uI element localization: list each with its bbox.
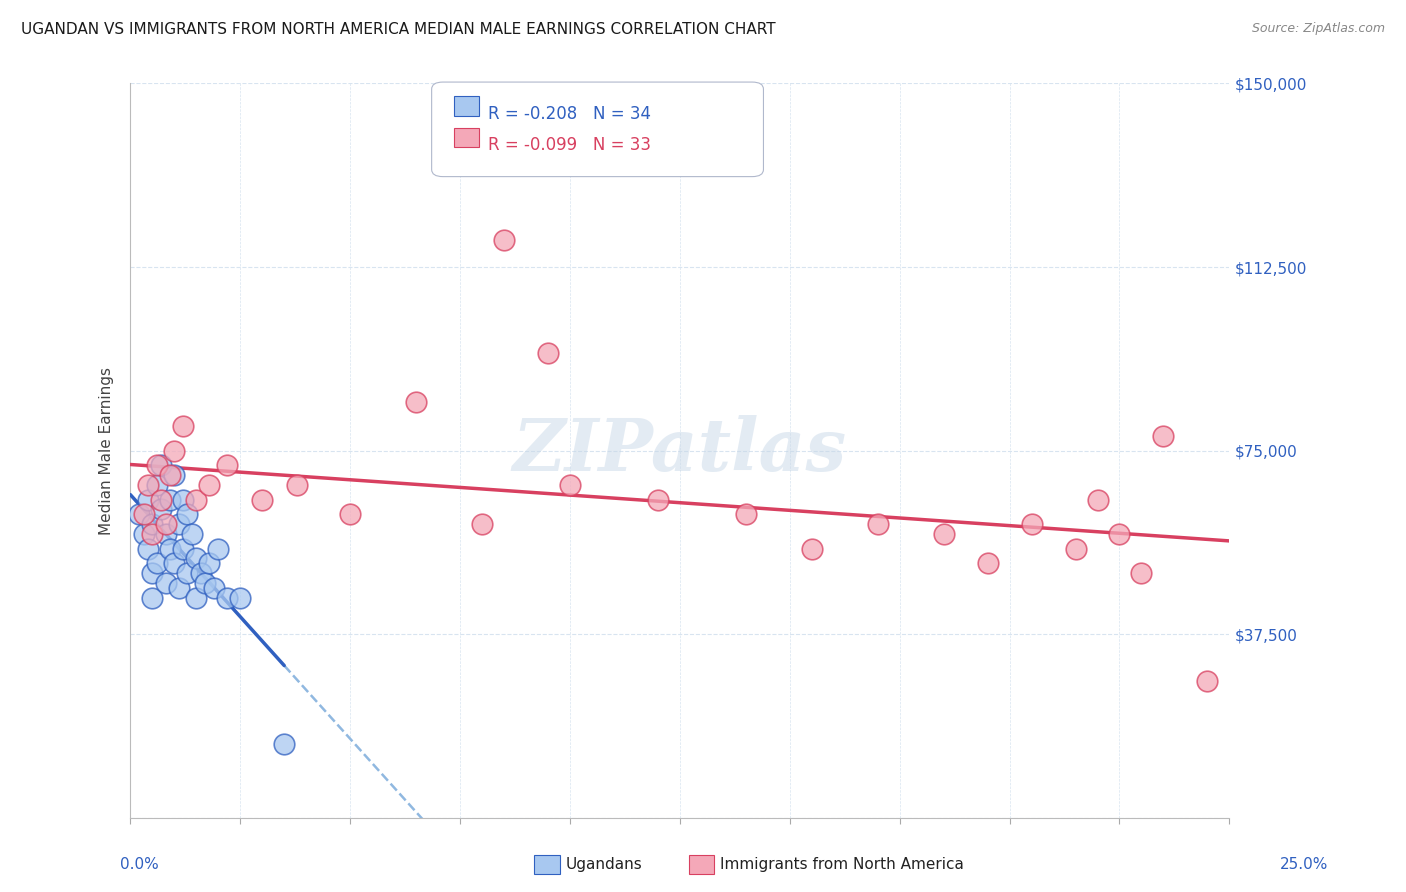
Point <box>273 738 295 752</box>
Point <box>155 517 177 532</box>
Point <box>339 508 361 522</box>
Point <box>1197 673 1219 688</box>
Point <box>145 557 167 571</box>
Point <box>145 478 167 492</box>
Point <box>141 591 163 605</box>
Point <box>150 492 173 507</box>
Point <box>128 508 150 522</box>
Point <box>172 419 194 434</box>
Point <box>159 492 181 507</box>
Point <box>155 527 177 541</box>
Point <box>145 458 167 473</box>
Point <box>932 527 955 541</box>
Point <box>194 575 217 590</box>
Point <box>215 591 238 605</box>
Point <box>141 566 163 580</box>
Point <box>1064 541 1087 556</box>
Point <box>734 508 756 522</box>
Point <box>136 478 159 492</box>
Text: ZIPatlas: ZIPatlas <box>513 415 846 486</box>
Point <box>132 508 155 522</box>
Text: 0.0%: 0.0% <box>120 857 159 872</box>
Point <box>136 492 159 507</box>
Text: Immigrants from North America: Immigrants from North America <box>720 857 963 871</box>
Point <box>136 541 159 556</box>
Point <box>287 478 309 492</box>
Text: Ugandans: Ugandans <box>565 857 643 871</box>
Text: Source: ZipAtlas.com: Source: ZipAtlas.com <box>1251 22 1385 36</box>
Point <box>198 478 221 492</box>
Point <box>180 527 202 541</box>
Point <box>186 591 208 605</box>
Point <box>215 458 238 473</box>
Point <box>172 492 194 507</box>
Point <box>976 557 998 571</box>
Y-axis label: Median Male Earnings: Median Male Earnings <box>100 367 114 534</box>
Point <box>202 581 225 595</box>
Point <box>141 527 163 541</box>
Point <box>141 517 163 532</box>
Point <box>186 551 208 566</box>
Point <box>866 517 889 532</box>
Text: UGANDAN VS IMMIGRANTS FROM NORTH AMERICA MEDIAN MALE EARNINGS CORRELATION CHART: UGANDAN VS IMMIGRANTS FROM NORTH AMERICA… <box>21 22 776 37</box>
Point <box>207 541 229 556</box>
Text: R = -0.099   N = 33: R = -0.099 N = 33 <box>488 136 651 154</box>
Text: 25.0%: 25.0% <box>1281 857 1329 872</box>
Point <box>647 492 669 507</box>
Point <box>159 468 181 483</box>
Point <box>176 508 198 522</box>
Point <box>132 527 155 541</box>
Point <box>492 233 515 247</box>
Point <box>1130 566 1153 580</box>
Point <box>163 443 186 458</box>
Point <box>471 517 494 532</box>
Point <box>190 566 212 580</box>
Point <box>167 517 190 532</box>
Point <box>1087 492 1109 507</box>
Point <box>229 591 252 605</box>
Point <box>1021 517 1043 532</box>
Point <box>159 541 181 556</box>
Text: R = -0.208   N = 34: R = -0.208 N = 34 <box>488 105 651 123</box>
Point <box>163 557 186 571</box>
Point <box>198 557 221 571</box>
Point <box>167 581 190 595</box>
Point <box>186 492 208 507</box>
Point <box>172 541 194 556</box>
Point <box>252 492 274 507</box>
Point <box>150 502 173 516</box>
Point <box>155 575 177 590</box>
Point <box>1152 429 1174 443</box>
Point <box>163 468 186 483</box>
Point <box>800 541 823 556</box>
Point <box>405 394 427 409</box>
Point <box>1108 527 1130 541</box>
Point <box>176 566 198 580</box>
Point <box>537 345 560 359</box>
Point <box>558 478 581 492</box>
Point <box>150 458 173 473</box>
